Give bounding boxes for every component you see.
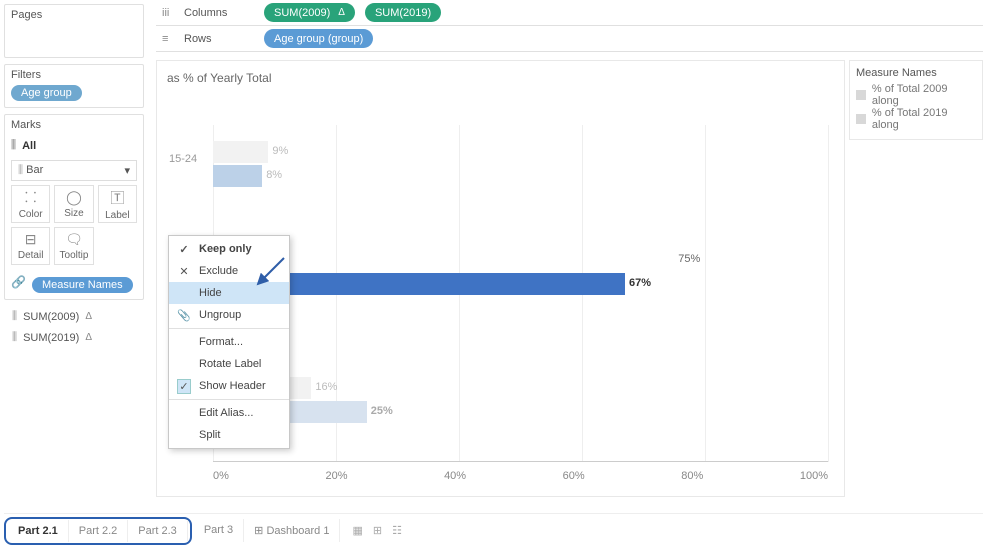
color-icon: ⸬ <box>25 188 37 207</box>
menu-item-edit-alias-[interactable]: Edit Alias... <box>169 402 289 424</box>
rows-measures: ⫼SUM(2009)Δ ⫼SUM(2019)Δ <box>4 306 144 354</box>
bar-row[interactable]: 15-249%8% <box>213 125 828 195</box>
mark-label-button[interactable]: 🅃Label <box>98 185 137 223</box>
check-icon: ✓ <box>177 379 191 394</box>
left-panel: Pages Filters Age group Marks ⫼ All ⫼ Ba… <box>0 0 148 360</box>
tab-group: Part 2.1Part 2.2Part 2.3 <box>4 517 192 545</box>
sheet-tab[interactable]: Part 2.3 <box>128 520 188 542</box>
x-tick: 40% <box>444 470 466 482</box>
legend-title: Measure Names <box>856 67 976 79</box>
bar-value-label: 8% <box>266 169 282 181</box>
clip-icon: 📎 <box>177 309 191 322</box>
legend-swatch <box>856 114 866 124</box>
menu-item-ungroup[interactable]: 📎Ungroup <box>169 304 289 326</box>
exclude-icon: ✕ <box>177 265 191 278</box>
menu-item-format-[interactable]: Format... <box>169 331 289 353</box>
filters-card[interactable]: Filters Age group <box>4 64 144 108</box>
chart-bar[interactable] <box>213 165 262 187</box>
bar-row[interactable]: 516%25% <box>213 361 828 431</box>
column-pill-2009[interactable]: SUM(2009) Δ <box>264 3 355 22</box>
new-dash-icon[interactable]: ⊞ <box>373 524 382 537</box>
marks-card: Marks ⫼ All ⫼ Bar ▾ ⸬Color ◯Size 🅃Label … <box>4 114 144 300</box>
menu-item-rotate-label[interactable]: Rotate Label <box>169 353 289 375</box>
size-icon: ◯ <box>66 189 82 206</box>
shelves-area: iii Columns SUM(2009) Δ SUM(2019) ≡ Rows… <box>156 0 983 52</box>
mark-type-select[interactable]: ⫼ Bar ▾ <box>11 160 137 181</box>
mark-detail-button[interactable]: ⊟Detail <box>11 227 50 265</box>
sheet-tab[interactable]: Part 2.2 <box>69 520 129 542</box>
chart-bar[interactable] <box>213 141 268 163</box>
row-pill-agegroup[interactable]: Age group (group) <box>264 29 373 48</box>
mark-color-button[interactable]: ⸬Color <box>11 185 50 223</box>
arrow-annotation <box>250 252 290 292</box>
tab-action-icons: ▦ ⊞ ☷ <box>342 524 402 537</box>
menu-item-split[interactable]: Split <box>169 424 289 446</box>
marks-title: Marks <box>11 119 137 131</box>
dashboard-icon: ⊞ <box>254 525 263 537</box>
new-story-icon[interactable]: ☷ <box>392 524 402 537</box>
measure-2009[interactable]: ⫼SUM(2009)Δ <box>10 306 138 327</box>
measure-2019[interactable]: ⫼SUM(2019)Δ <box>10 327 138 348</box>
columns-shelf[interactable]: iii Columns SUM(2009) Δ SUM(2019) <box>156 0 983 26</box>
x-tick: 0% <box>213 470 229 482</box>
legend-item[interactable]: % of Total 2019 along <box>856 107 976 131</box>
check-icon: ✓ <box>177 243 191 256</box>
chart-title: as % of Yearly Total <box>167 71 272 85</box>
legend-card: Measure Names % of Total 2009 along% of … <box>849 60 983 140</box>
clip-icon: 🔗 <box>11 275 26 289</box>
bar-value-label: 16% <box>315 381 337 393</box>
column-pill-2019[interactable]: SUM(2019) <box>365 3 441 22</box>
x-axis: 0% 20% 40% 60% 80% 100% <box>213 470 828 482</box>
sheet-tab[interactable]: Part 2.1 <box>8 520 69 542</box>
x-tick: 60% <box>563 470 585 482</box>
columns-label: Columns <box>184 7 254 19</box>
bar-row[interactable]: 75% 67% <box>213 233 828 303</box>
filter-agegroup-pill[interactable]: Age group <box>11 85 82 101</box>
x-tick: 100% <box>800 470 828 482</box>
columns-icon: iii <box>162 7 174 19</box>
rows-label: Rows <box>184 33 254 45</box>
rows-shelf[interactable]: ≡ Rows Age group (group) <box>156 26 983 52</box>
bar-value-label: 9% <box>272 145 288 157</box>
new-sheet-icon[interactable]: ▦ <box>352 524 362 537</box>
menu-item-show-header[interactable]: ✓Show Header <box>169 375 289 397</box>
sheet-tab[interactable]: Part 3 <box>194 519 244 542</box>
chevron-down-icon: ▾ <box>124 164 130 177</box>
filters-title: Filters <box>11 69 137 81</box>
sheet-tab[interactable]: ⊞ Dashboard 1 <box>244 519 340 542</box>
tooltip-icon: 🗨 <box>65 231 83 248</box>
chart-plot[interactable]: 15-249%8%75%67%516%25% <box>213 125 828 462</box>
row-category-label: 15-24 <box>169 153 197 165</box>
pages-card[interactable]: Pages <box>4 4 144 58</box>
bar-value-label: 75% <box>678 253 700 265</box>
detail-icon: ⊟ <box>25 231 37 248</box>
legend-item[interactable]: % of Total 2009 along <box>856 83 976 107</box>
bar-icon: ⫼ <box>12 310 17 323</box>
bar-icon: ⫼ <box>12 331 17 344</box>
pages-title: Pages <box>11 9 137 21</box>
mark-size-button[interactable]: ◯Size <box>54 185 93 223</box>
worksheet-tabs: Part 2.1Part 2.2Part 2.3 Part 3⊞ Dashboa… <box>4 513 983 543</box>
bar-value-label: 67% <box>629 277 651 289</box>
rows-icon: ≡ <box>162 33 174 45</box>
label-icon: 🅃 <box>110 188 124 208</box>
bar-value-label: 25% <box>371 405 393 417</box>
bar-glyph-icon: ⫼ <box>11 139 16 152</box>
x-tick: 20% <box>325 470 347 482</box>
marks-all[interactable]: ⫼ All <box>11 135 137 156</box>
legend-swatch <box>856 90 866 100</box>
measure-names-pill[interactable]: Measure Names <box>32 277 133 293</box>
x-tick: 80% <box>681 470 703 482</box>
mark-tooltip-button[interactable]: 🗨Tooltip <box>54 227 93 265</box>
